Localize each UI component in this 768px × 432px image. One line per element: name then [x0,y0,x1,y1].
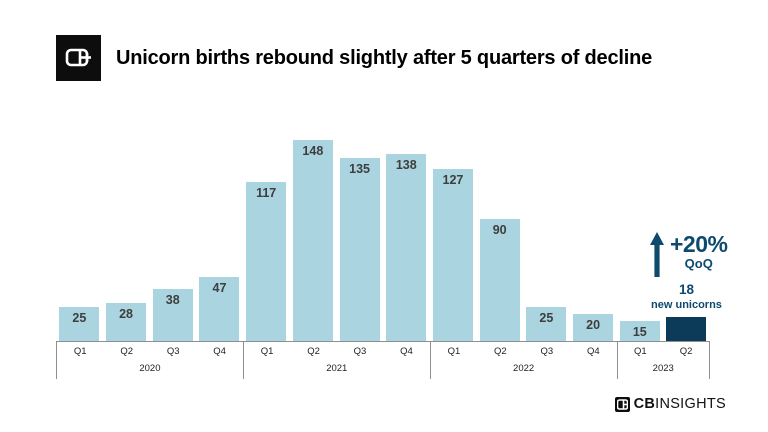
highlighted-bar [666,317,707,341]
bar-value-label: 28 [119,307,133,321]
qoq-change-value: +20% [670,231,728,257]
bar-slot: 90 [476,130,523,341]
year-tick-label: 2023 [652,363,674,374]
cb-insights-logomark-small-icon [614,396,630,412]
bar-slot: 25 [56,130,103,341]
quarter-label-row: Q1 Q2 [618,342,709,361]
quarter-label-row: Q1 Q2 Q3 Q4 [57,342,243,361]
highlight-value: 18 [678,282,694,298]
bar: 90 [479,219,520,341]
bar: 25 [526,307,567,341]
bar-slot: 148 [290,130,337,341]
bar-value-label: 117 [256,186,277,200]
bar-value-label: 15 [632,325,647,339]
footer-brand-text: CBINSIGHTS [634,396,726,412]
bar-slot: 15 [616,130,663,341]
qoq-caption: QoQ [684,256,713,272]
axis-year-group: Q1 Q2 Q3 Q4 2021 [242,342,430,379]
cb-insights-logo-icon [56,35,101,81]
bar-value-label: 25 [72,311,87,325]
quarter-tick-label: Q2 [679,346,693,357]
qoq-annotation: +20% QoQ [650,231,728,278]
quarter-tick-label: Q1 [447,346,461,357]
footer-brand: CBINSIGHTS [614,396,726,412]
quarter-tick-label: Q1 [260,346,274,357]
bar-value-label: 20 [586,318,601,332]
quarter-tick-label: Q3 [540,346,554,357]
axis-year-group: Q1 Q2 Q3 Q4 2022 [429,342,617,379]
year-tick-label: 2022 [513,363,535,374]
bar-value-label: 38 [165,293,180,307]
bar-value-label: 148 [302,144,324,158]
quarter-tick-label: Q3 [166,346,180,357]
quarter-tick-label: Q1 [634,346,647,357]
bar: 28 [106,303,147,341]
bar: 25 [59,307,100,341]
quarter-label-row: Q1 Q2 Q3 Q4 [244,342,430,361]
axis-year-group: Q1 Q2 Q3 Q4 2020 [56,342,243,379]
chart-title: Unicorn births rebound slightly after 5 … [116,46,653,69]
footer-brand-cb: CB [633,396,656,412]
bar: 135 [339,158,380,341]
quarter-tick-label: Q2 [120,346,134,357]
bar-value-label: 47 [212,281,227,295]
bar: 20 [573,314,614,341]
up-arrow-icon [650,232,664,277]
highlight-caption: 18 new unicorns [651,282,722,313]
footer-brand-insights: INSIGHTS [655,396,726,412]
bar-value-label: 90 [492,223,507,237]
bar: 127 [432,169,473,341]
bar: 15 [619,321,660,341]
bar-value-label: 138 [395,158,417,172]
highlight-caption-text: new unicorns [651,299,722,312]
bar-value-label: 25 [539,311,554,325]
bar-slot: 117 [243,130,290,341]
quarter-tick-label: Q4 [213,346,226,357]
bar: 117 [246,182,287,341]
bar-plot-area: 25 28 38 47 117 148 135 138 127 90 25 20 15 18 new uni… [56,130,722,341]
bar-slot: 127 [430,130,477,341]
axis-year-group: Q1 Q2 2023 [616,342,710,379]
quarter-tick-label: Q2 [307,346,320,357]
quarter-tick-label: Q2 [494,346,507,357]
bar: 47 [199,277,240,341]
bar-slot: 20 [570,130,617,341]
bar-value-label: 135 [349,162,370,176]
quarter-tick-label: Q4 [586,346,600,357]
quarter-tick-label: Q3 [353,346,367,357]
quarter-tick-label: Q4 [400,346,413,357]
quarter-label-row: Q1 Q2 Q3 Q4 [431,342,617,361]
bar-slot: 18 new unicorns [651,130,722,341]
bar: 148 [292,140,333,341]
bar: 138 [386,154,427,341]
bar-slot: 138 [383,130,430,341]
bar-slot: 38 [149,130,196,341]
year-tick-label: 2020 [139,363,161,374]
bar-slot: 25 [523,130,570,341]
year-tick-label: 2021 [326,363,348,374]
bar: 38 [152,289,193,341]
cb-insights-logomark-icon [65,48,91,67]
header: Unicorn births rebound slightly after 5 … [56,34,652,82]
bar-slot: 47 [196,130,243,341]
qoq-annotation-text: +20% QoQ [670,231,728,272]
bar-slot: 28 [103,130,150,341]
x-axis: Q1 Q2 Q3 Q4 2020 Q1 Q2 Q3 Q4 2021 Q1 Q2 Q3 Q4 2022 Q1 Q2… [56,341,710,379]
bar-value-label: 127 [442,173,464,187]
bar-slot: 135 [336,130,383,341]
quarter-tick-label: Q1 [73,346,87,357]
